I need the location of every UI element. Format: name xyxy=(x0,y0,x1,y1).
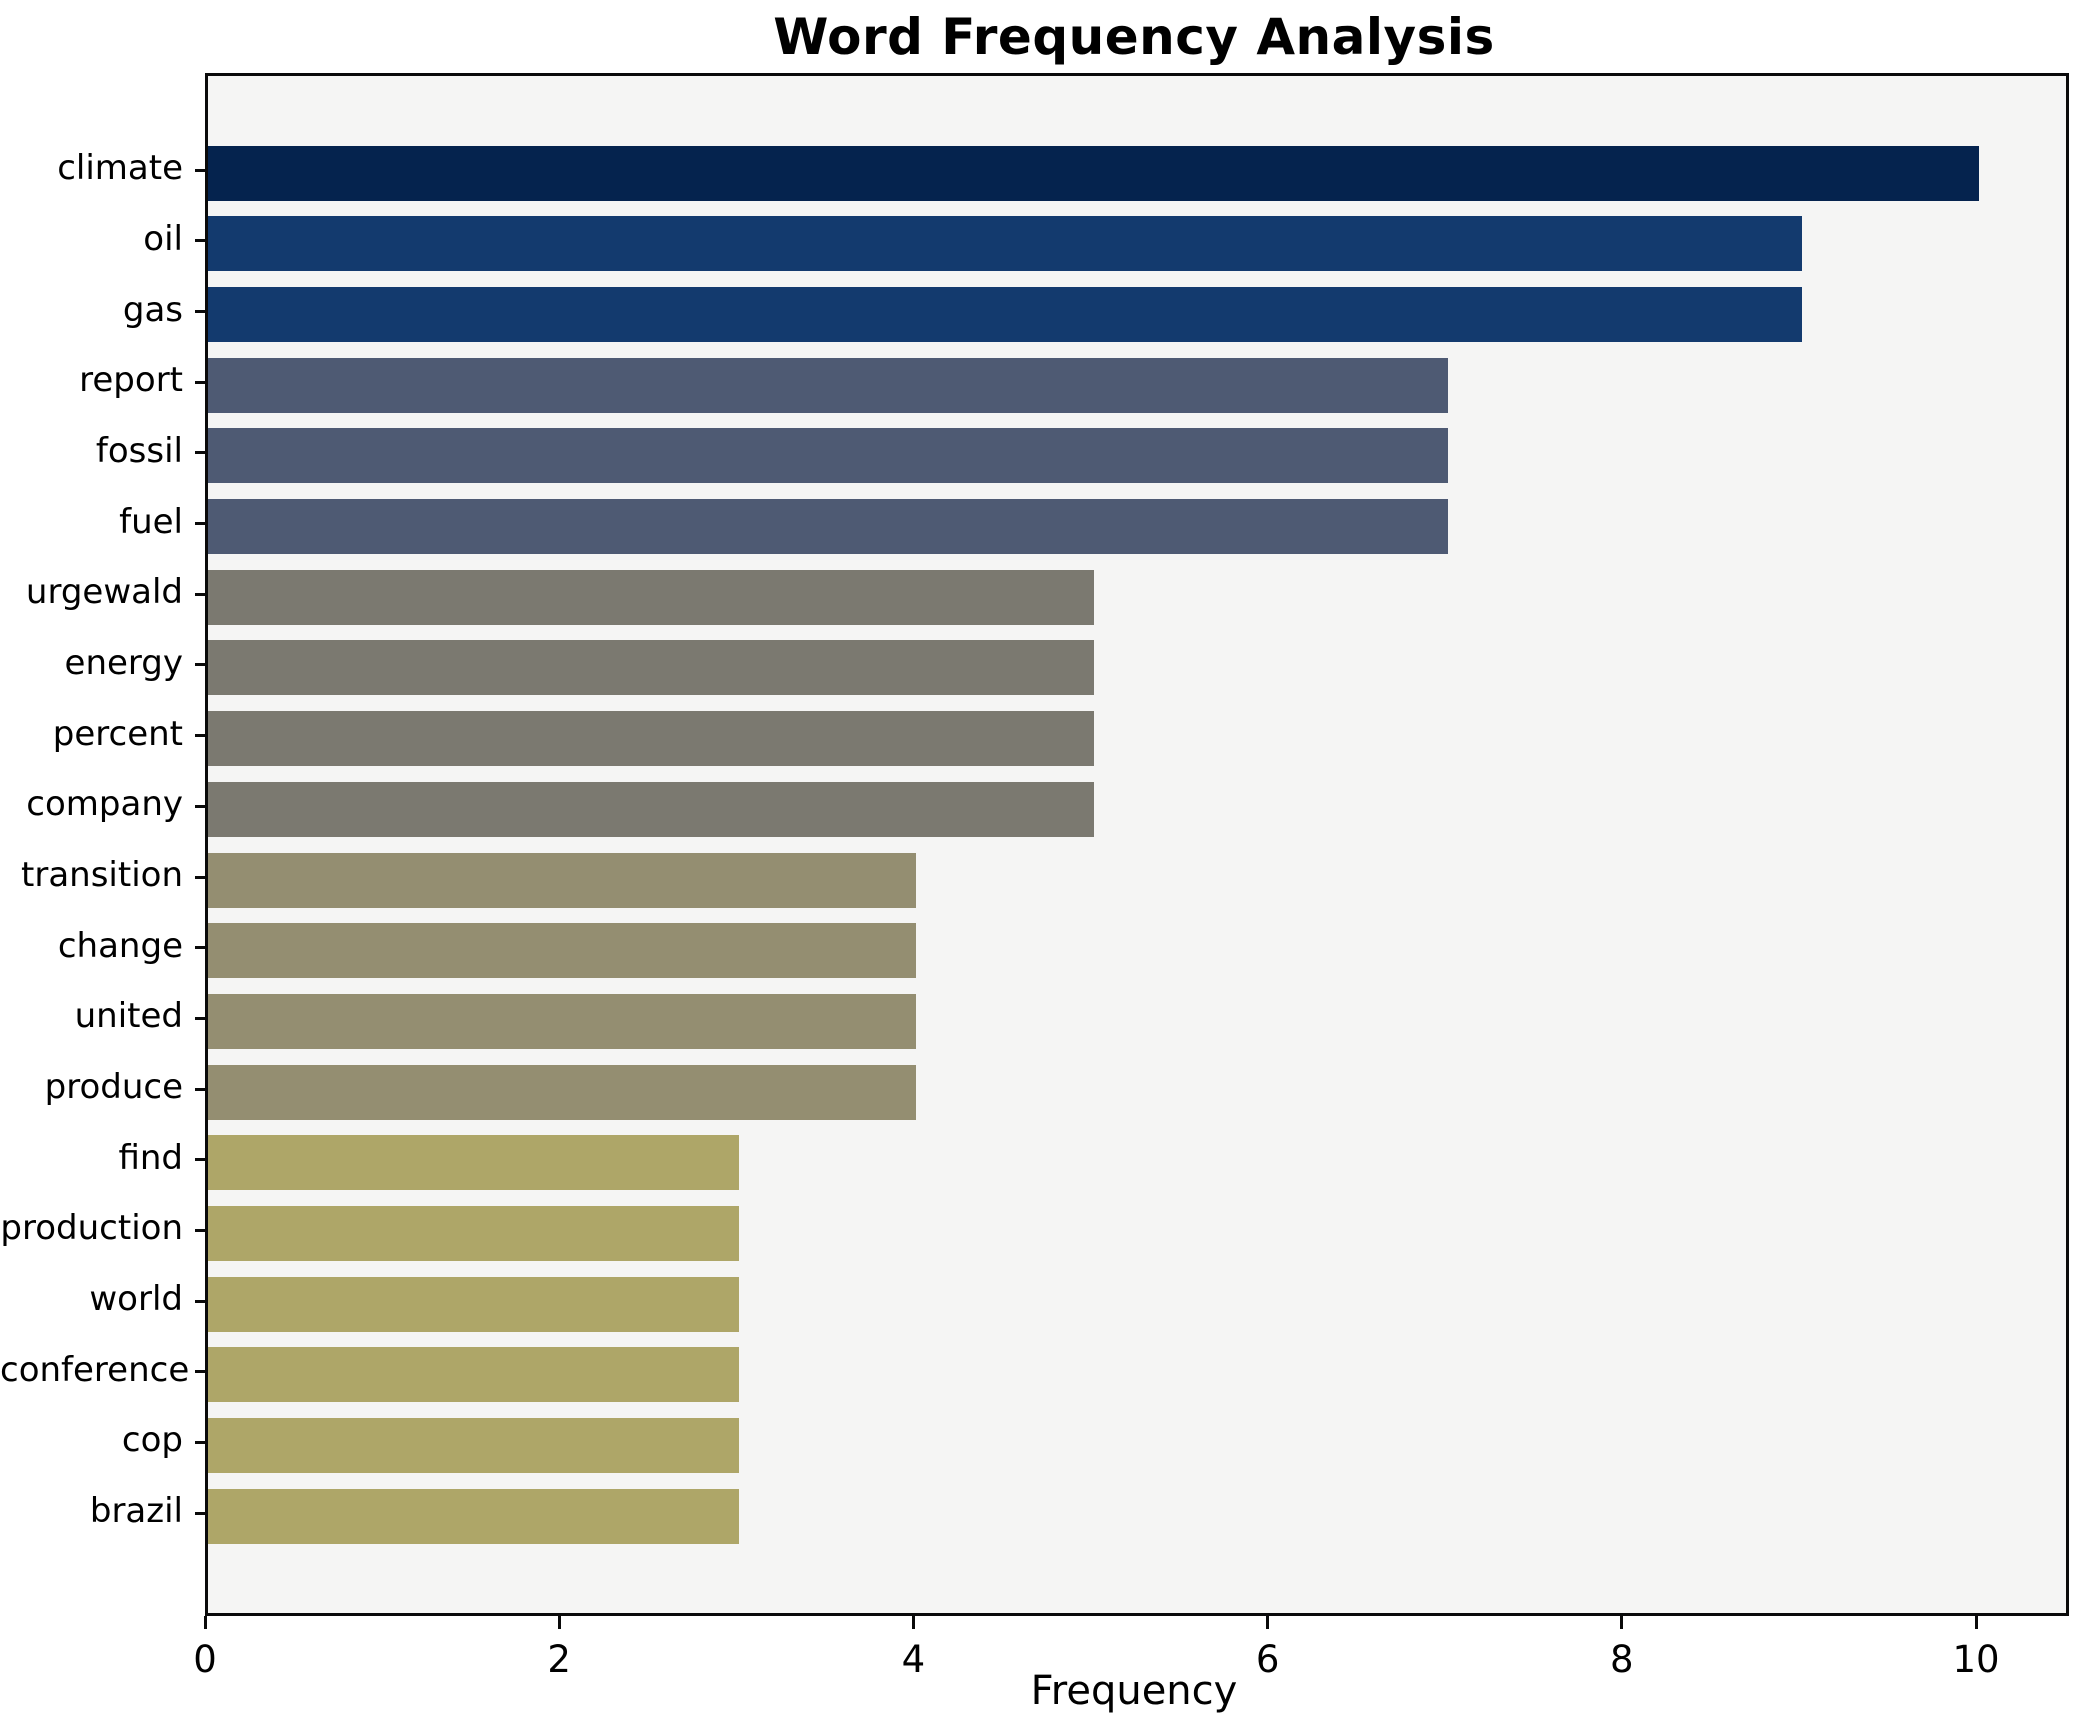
plot-area xyxy=(205,73,2069,1616)
x-tick-label-8: 8 xyxy=(1610,1638,1634,1681)
y-tick-mark xyxy=(195,451,205,455)
y-tick-mark xyxy=(195,239,205,243)
y-tick-label-fossil: fossil xyxy=(95,430,183,471)
y-tick-label-change: change xyxy=(57,925,183,966)
bar-change xyxy=(208,923,917,979)
bar-brazil xyxy=(208,1488,740,1544)
bar-cop xyxy=(208,1417,740,1473)
bar-world xyxy=(208,1276,740,1332)
x-tick-mark xyxy=(1266,1616,1270,1629)
y-tick-mark xyxy=(195,734,205,738)
x-tick-mark xyxy=(911,1616,915,1629)
x-tick-label-10: 10 xyxy=(1952,1638,2000,1681)
y-tick-label-company: company xyxy=(26,784,183,825)
x-tick-mark xyxy=(1620,1616,1624,1629)
y-tick-label-report: report xyxy=(79,360,183,401)
bar-gas xyxy=(208,287,1802,343)
bar-find xyxy=(208,1135,740,1191)
y-tick-mark xyxy=(195,310,205,314)
y-tick-mark xyxy=(195,522,205,526)
bar-transition xyxy=(208,852,917,908)
y-tick-label-conference: conference xyxy=(0,1349,190,1390)
y-tick-mark xyxy=(195,1511,205,1515)
bar-produce xyxy=(208,1064,917,1120)
y-tick-mark xyxy=(195,1228,205,1232)
x-tick-mark xyxy=(1974,1616,1978,1629)
y-tick-mark xyxy=(195,592,205,596)
y-tick-mark xyxy=(195,1087,205,1091)
y-tick-label-world: world xyxy=(89,1279,183,1320)
y-tick-label-climate: climate xyxy=(57,148,183,189)
y-tick-label-united: united xyxy=(74,996,183,1037)
x-axis-label: Frequency xyxy=(1030,1668,1238,1714)
y-tick-label-produce: produce xyxy=(44,1067,183,1108)
y-tick-label-percent: percent xyxy=(52,713,183,754)
y-tick-mark xyxy=(195,168,205,172)
chart-title: Word Frequency Analysis xyxy=(773,8,1495,66)
y-tick-label-urgewald: urgewald xyxy=(25,572,183,613)
x-tick-mark xyxy=(557,1616,561,1629)
bar-climate xyxy=(208,145,1979,201)
x-tick-label-2: 2 xyxy=(547,1638,571,1681)
bar-production xyxy=(208,1205,740,1261)
bar-company xyxy=(208,781,1094,837)
y-tick-mark xyxy=(195,875,205,879)
bar-report xyxy=(208,357,1448,413)
bar-oil xyxy=(208,216,1802,272)
x-tick-label-6: 6 xyxy=(1255,1638,1280,1681)
y-tick-mark xyxy=(195,1016,205,1020)
y-tick-mark xyxy=(195,663,205,667)
y-tick-label-find: find xyxy=(118,1137,183,1178)
y-tick-label-cop: cop xyxy=(121,1420,183,1461)
y-tick-label-gas: gas xyxy=(122,289,183,330)
x-tick-label-0: 0 xyxy=(193,1638,217,1681)
y-tick-mark xyxy=(195,946,205,950)
y-tick-label-fuel: fuel xyxy=(119,501,183,542)
x-tick-mark xyxy=(203,1616,207,1629)
y-tick-label-brazil: brazil xyxy=(89,1491,183,1532)
y-tick-mark xyxy=(195,1440,205,1444)
x-tick-label-4: 4 xyxy=(901,1638,926,1681)
bar-energy xyxy=(208,640,1094,696)
y-tick-label-energy: energy xyxy=(64,642,183,683)
y-tick-mark xyxy=(195,1370,205,1374)
y-tick-label-production: production xyxy=(0,1208,183,1249)
bar-united xyxy=(208,993,917,1049)
bar-percent xyxy=(208,711,1094,767)
bar-fuel xyxy=(208,499,1448,555)
y-tick-mark xyxy=(195,1299,205,1303)
bar-conference xyxy=(208,1347,740,1403)
y-tick-label-oil: oil xyxy=(143,218,183,259)
bar-urgewald xyxy=(208,569,1094,625)
y-tick-mark xyxy=(195,380,205,384)
y-tick-mark xyxy=(195,804,205,808)
bar-fossil xyxy=(208,428,1448,484)
y-tick-label-transition: transition xyxy=(21,855,183,895)
y-tick-mark xyxy=(195,1158,205,1162)
